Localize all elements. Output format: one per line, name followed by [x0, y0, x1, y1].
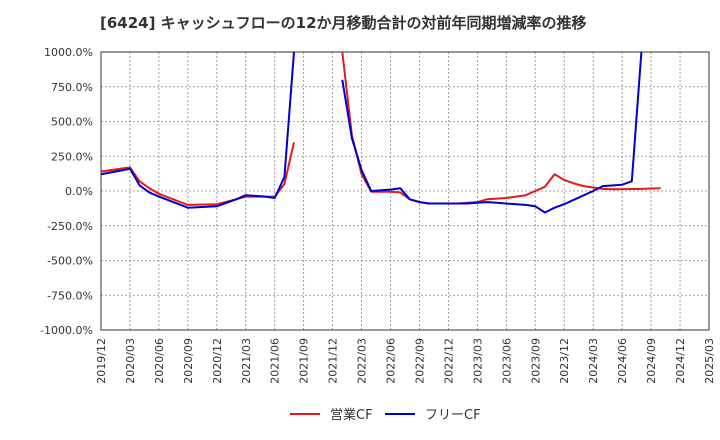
x-tick-label: 2022/12: [442, 338, 455, 384]
x-tick-label: 2022/09: [413, 338, 426, 384]
grid: [101, 52, 709, 330]
y-tick-label: 1000.0%: [44, 46, 93, 59]
series-line-free-cf: [101, 52, 295, 209]
legend-label-free-cf: フリーCF: [425, 408, 481, 423]
x-tick-label: 2021/03: [240, 338, 253, 384]
x-tick-label: 2020/09: [182, 338, 195, 384]
x-tick-label: 2024/06: [616, 338, 629, 384]
chart-title: [6424] キャッシュフローの12か月移動合計の対前年同期増減率の推移: [100, 14, 587, 32]
x-tick-label: 2025/03: [703, 338, 716, 384]
x-tick-label: 2023/06: [500, 338, 513, 384]
x-tick-label: 2022/03: [356, 338, 369, 384]
x-tick-label: 2019/12: [95, 338, 108, 384]
series-layer: [101, 52, 661, 214]
y-tick-label: -750.0%: [47, 289, 93, 302]
y-axis-ticks: 1000.0% 750.0% 500.0% 250.0% 0.0% -250.0% -500…: [40, 46, 93, 337]
x-tick-label: 2024/12: [674, 338, 687, 384]
x-tick-label: 2023/09: [529, 338, 542, 384]
x-tick-label: 2024/09: [645, 338, 658, 384]
y-tick-label: 0.0%: [65, 185, 93, 198]
x-tick-label: 2023/03: [471, 338, 484, 384]
y-tick-label: -500.0%: [47, 255, 93, 268]
x-tick-label: 2024/03: [587, 338, 600, 384]
y-tick-label: 250.0%: [51, 150, 93, 163]
x-tick-label: 2021/06: [269, 338, 282, 384]
x-tick-label: 2023/12: [558, 338, 571, 384]
x-tick-label: 2021/09: [298, 338, 311, 384]
x-tick-label: 2022/06: [385, 338, 398, 384]
y-tick-label: -1000.0%: [40, 324, 93, 337]
y-tick-label: 500.0%: [51, 116, 93, 129]
x-tick-label: 2021/12: [327, 338, 340, 384]
y-tick-label: 750.0%: [51, 81, 93, 94]
legend: 営業CF フリーCF: [290, 407, 481, 423]
y-tick-label: -250.0%: [47, 220, 93, 233]
plot-frame: [100, 51, 710, 331]
x-tick-label: 2020/03: [124, 338, 137, 384]
x-axis-ticks: 2019/12 2020/03 2020/06 2020/09 2020/12 2021/…: [95, 338, 716, 384]
series-line-free-cf: [341, 52, 643, 214]
x-tick-label: 2020/06: [153, 338, 166, 384]
legend-label-operating-cf: 営業CF: [330, 407, 373, 423]
x-tick-label: 2020/12: [211, 338, 224, 384]
series-line-operating-cf: [341, 52, 661, 205]
